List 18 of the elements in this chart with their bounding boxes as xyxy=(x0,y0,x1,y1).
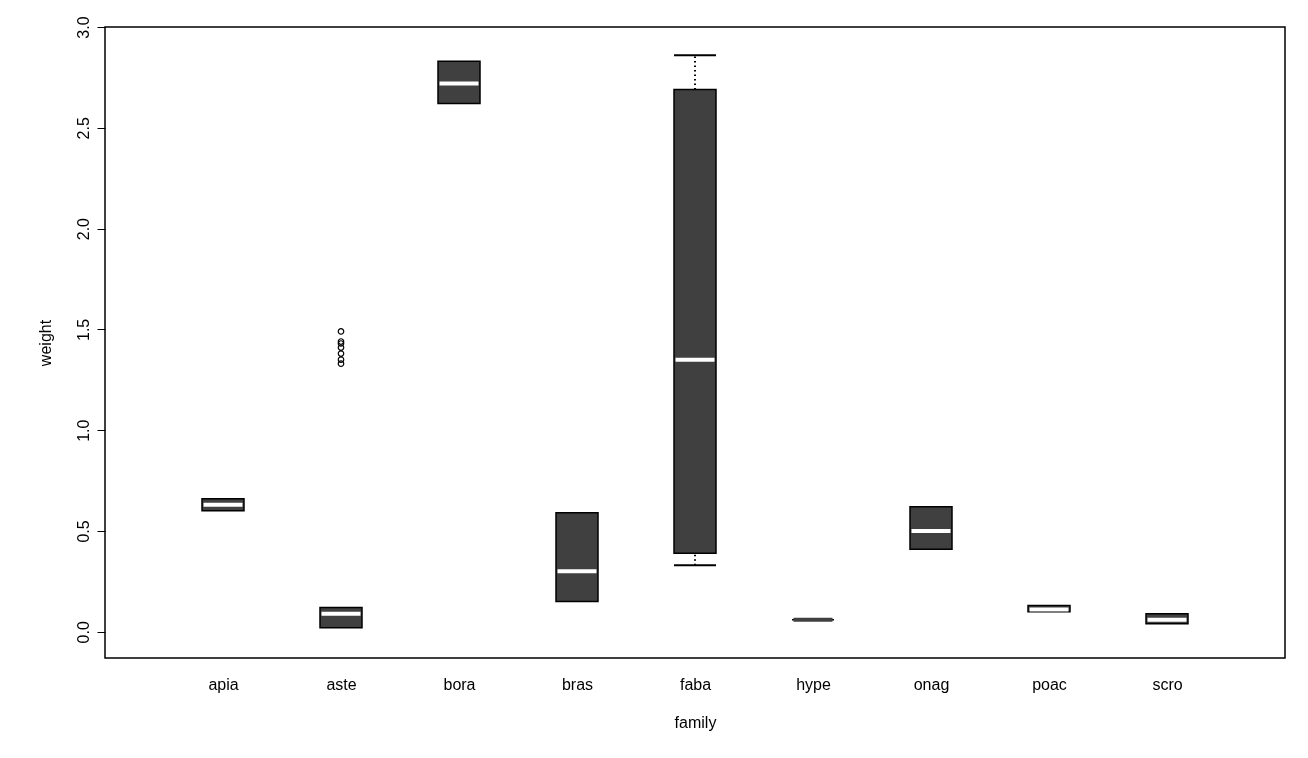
x-tick-label: faba xyxy=(679,675,712,693)
x-tick-label: scro xyxy=(1152,675,1183,693)
x-tick-label: bora xyxy=(443,675,476,693)
y-tick-label: 3.0 xyxy=(74,16,92,39)
y-tick-label: 0.5 xyxy=(74,520,92,543)
x-tick-label: poac xyxy=(1032,675,1067,693)
y-axis-title: weight xyxy=(36,319,54,368)
x-tick-label: onag xyxy=(913,675,950,693)
x-tick-label: aste xyxy=(326,675,357,693)
y-tick-label: 1.5 xyxy=(74,318,92,342)
y-tick-label: 0.0 xyxy=(74,621,92,644)
x-axis-title: family xyxy=(674,713,717,731)
x-tick-label: hype xyxy=(796,675,831,693)
y-tick-label: 2.0 xyxy=(74,217,92,241)
x-tick-label: bras xyxy=(561,675,594,693)
y-tick-label: 1.0 xyxy=(74,419,92,442)
x-tick-label: apia xyxy=(208,675,239,693)
y-tick-label: 2.5 xyxy=(74,117,92,140)
